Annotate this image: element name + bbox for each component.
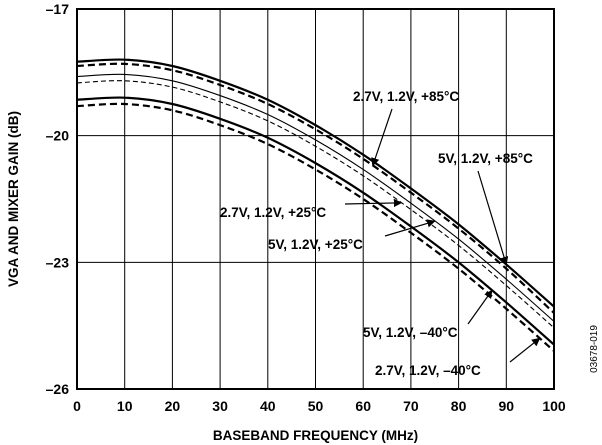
x-tick-label: 90 [499,398,515,414]
y-tick-label: –23 [46,254,70,270]
x-tick-label: 20 [165,398,181,414]
y-tick-label: –17 [46,1,70,17]
annotation-arrow [477,170,509,266]
annotation-arrow [509,337,541,363]
y-axis-title: VGA AND MIXER GAIN (dB) [6,111,21,287]
annotation-arrow [371,108,393,167]
series-curves [76,58,555,352]
series-line [76,102,555,352]
series-annotation-label: 5V, 1.2V, +85°C [438,151,533,166]
series-annotation-label: 2.7V, 1.2V, +25°C [220,205,326,220]
x-tick-label: 10 [117,398,133,414]
series-annotation-label: 2.7V, 1.2V, –40°C [375,363,481,378]
x-tick-label: 80 [451,398,467,414]
x-tick-label: 50 [308,398,324,414]
annotation-arrow [344,198,403,208]
series-line [76,62,555,314]
series-annotation-label: 5V, 1.2V, +25°C [268,237,363,252]
x-tick-label: 0 [73,398,81,414]
series-line [76,58,555,308]
y-tick-label: –20 [46,128,70,144]
x-tick-label: 30 [212,398,228,414]
series-line [76,80,555,329]
x-tick-label: 40 [260,398,276,414]
plot-frame [76,8,555,390]
gridlines [77,9,554,389]
y-tick-label: –26 [46,381,70,397]
figure-id: 03678-019 [589,325,600,373]
series-line [76,96,555,346]
series-annotations: 2.7V, 1.2V, +85°C 5V, 1.2V, +85°C 2.7V, 1.… [220,89,541,378]
x-tick-label: 70 [403,398,419,414]
annotation-arrow [384,219,436,237]
x-axis-title: BASEBAND FREQUENCY (MHz) [213,428,418,443]
tick-labels: 0 10 20 30 40 50 60 70 80 90 100 –17 –20 –23 –26 [46,1,566,414]
x-tick-label: 60 [355,398,371,414]
annotation-arrow [467,289,493,325]
series-annotation-label: 5V, 1.2V, –40°C [363,325,458,340]
series-annotation-label: 2.7V, 1.2V, +85°C [353,89,459,104]
x-tick-label: 100 [542,398,566,414]
series-line [76,73,555,322]
